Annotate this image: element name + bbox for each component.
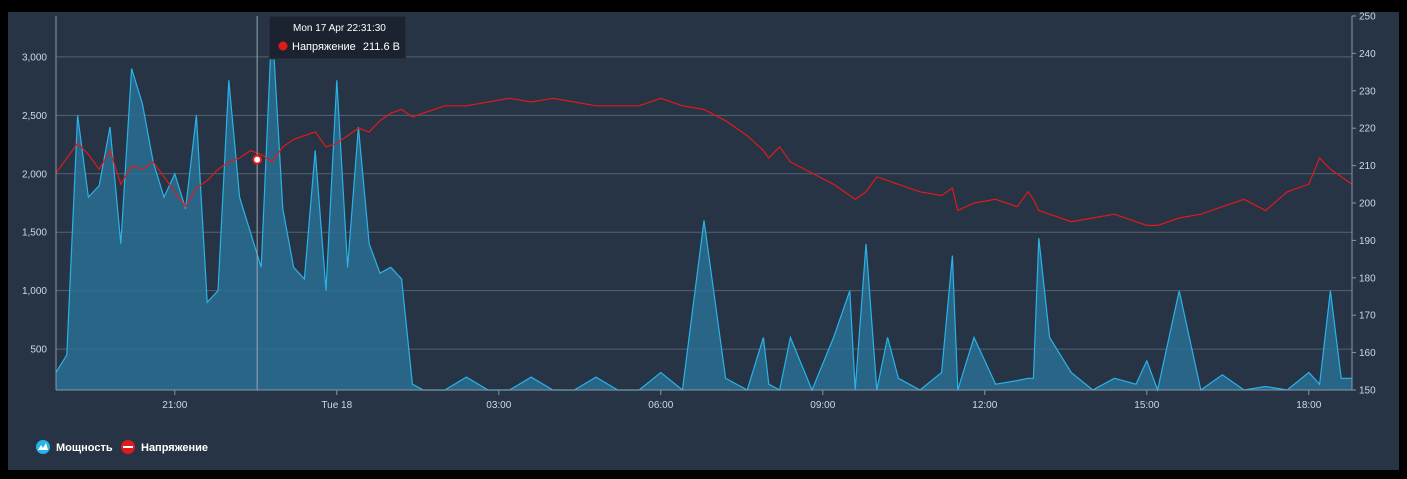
x-tick-label: 12:00 xyxy=(972,400,997,411)
x-tick-label: Tue 18 xyxy=(321,400,352,411)
y-right-tick-label: 150 xyxy=(1359,386,1376,397)
tooltip-series-label: Напряжение xyxy=(292,41,356,53)
x-tick-label: 15:00 xyxy=(1134,400,1159,411)
tooltip-series-name: Напряжение 211.6 В xyxy=(292,41,400,53)
y-left-tick-label: 1,000 xyxy=(22,286,47,297)
tooltip: Mon 17 Apr 22:31:30 Напряжение 211.6 В xyxy=(268,15,407,60)
y-right-tick-label: 230 xyxy=(1359,86,1376,97)
crosshair xyxy=(252,16,263,390)
y-right-tick-label: 190 xyxy=(1359,236,1376,247)
y-left-tick-label: 500 xyxy=(30,345,47,356)
voltage-series[interactable] xyxy=(55,97,1353,226)
y-right-tick-label: 160 xyxy=(1359,348,1376,359)
legend-power-icon xyxy=(36,440,50,454)
y-right-tick-label: 250 xyxy=(1359,12,1376,23)
tooltip-series-marker xyxy=(278,41,288,51)
legend: Мощность Напряжение xyxy=(36,440,208,454)
x-tick-label: 21:00 xyxy=(162,400,187,411)
y-left-tick-label: 2,500 xyxy=(22,111,47,122)
legend-item-voltage[interactable]: Напряжение xyxy=(121,440,208,454)
x-tick-label: 03:00 xyxy=(486,400,511,411)
x-tick-label: 06:00 xyxy=(648,400,673,411)
y-left-tick-label: 2,000 xyxy=(22,169,47,180)
tooltip-time: Mon 17 Apr 22:31:30 xyxy=(293,23,386,34)
hover-point-marker xyxy=(252,154,263,165)
y-right-tick-label: 240 xyxy=(1359,49,1376,60)
axes: 21:00 Tue 18 03:00 06:00 09:00 12:00 15:00 18:0… xyxy=(22,12,1376,412)
tooltip-series-value: 211.6 В xyxy=(363,41,400,53)
legend-power-area-glyph xyxy=(38,443,48,450)
y-left-tick-label: 1,500 xyxy=(22,228,47,239)
power-area-fill xyxy=(56,21,1352,391)
x-tick-label: 18:00 xyxy=(1296,400,1321,411)
y-left-tick-label: 3,000 xyxy=(22,52,47,63)
legend-voltage-label: Напряжение xyxy=(141,442,208,454)
y-right-tick-label: 210 xyxy=(1359,161,1376,172)
y-right-tick-label: 220 xyxy=(1359,124,1376,135)
y-right-tick-label: 200 xyxy=(1359,199,1376,210)
legend-voltage-line-glyph xyxy=(123,446,133,448)
y-right-tick-label: 170 xyxy=(1359,311,1376,322)
y-right-tick-label: 180 xyxy=(1359,273,1376,284)
legend-item-power[interactable]: Мощность xyxy=(36,440,113,454)
voltage-line xyxy=(55,97,1353,226)
x-tick-label: 09:00 xyxy=(810,400,835,411)
tooltip-box xyxy=(268,15,407,60)
legend-power-label: Мощность xyxy=(56,442,113,454)
